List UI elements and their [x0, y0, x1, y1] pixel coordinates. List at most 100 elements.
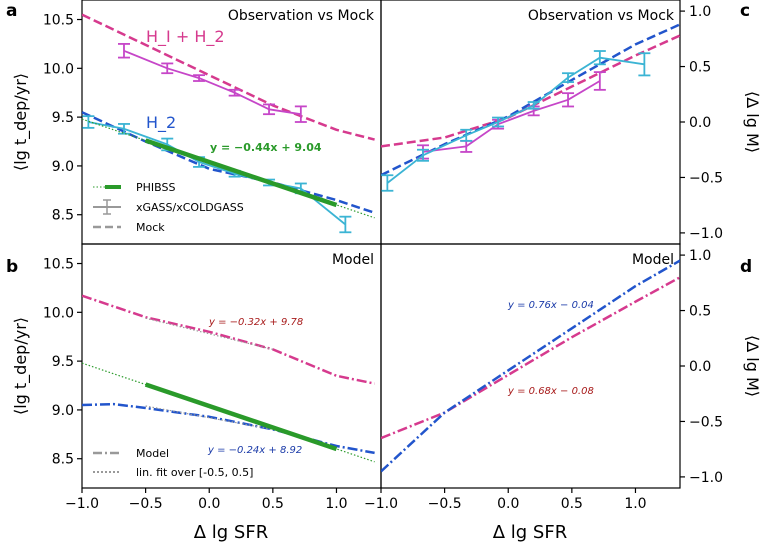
panel-a-title: Observation vs Mock [228, 8, 375, 24]
panel-letter-b: b [6, 257, 18, 277]
series-line-b-2 [82, 402, 375, 455]
panel-c-plot [381, 23, 680, 192]
ytick-label: 10.5 [43, 257, 74, 273]
panel-b-title: Model [332, 252, 374, 268]
ytick-label: 0.5 [689, 60, 711, 76]
xtick-label: −0.5 [129, 496, 163, 512]
ytick-label: 1.0 [689, 248, 711, 264]
series-line-d-1 [381, 259, 680, 473]
panel-d-frame [380, 243, 681, 489]
ytick-label: 10.0 [43, 305, 74, 321]
error-bar [193, 74, 206, 82]
error-bar [161, 62, 174, 75]
legend-phibss: PHIBSS [136, 181, 175, 194]
ytick-label: −0.5 [689, 414, 723, 430]
error-bar [460, 128, 473, 142]
ytick-label: 0.0 [689, 359, 711, 375]
ytick-label: −1.0 [689, 226, 723, 242]
xtick-label: 0.0 [198, 496, 220, 512]
legend-model: Model [136, 447, 169, 460]
error-bar [228, 88, 241, 97]
series-line-a-5 [82, 118, 375, 219]
xtick-label: −1.0 [65, 496, 99, 512]
legend-lin-fit: lin. fit over [-0.5, 0.5] [136, 466, 253, 479]
panel-d-fit-blue: y = 0.76x − 0.04 [507, 300, 594, 311]
ytick-label: 10.5 [43, 13, 74, 29]
series-line-c-0 [381, 34, 680, 148]
xtick-label: −0.5 [428, 496, 462, 512]
error-bar [381, 174, 394, 192]
series-line-b-1 [145, 317, 274, 350]
xtick-label: 0.5 [262, 496, 284, 512]
y-axis-label-b: ⟨lg t_dep/yr⟩ [11, 317, 31, 415]
error-bar [593, 50, 606, 66]
error-bar [416, 148, 429, 162]
h2-label: H_2 [146, 113, 176, 133]
error-bar [294, 105, 307, 123]
series-line-b-0 [82, 294, 375, 385]
y-axis-label-c: ⟨Δ lg M⟩ [743, 91, 762, 153]
panel-letter-a: a [6, 1, 17, 21]
ytick-label: 8.5 [52, 208, 74, 224]
ytick-label: 9.5 [52, 110, 74, 126]
xtick-label: 1.0 [624, 496, 646, 512]
hi-h2-label: H_I + H_2 [146, 27, 225, 47]
x-axis-label-left: Δ lg SFR [194, 522, 268, 543]
series-line-c-2 [422, 80, 601, 153]
panel-b-fit-blue: y = −0.24x + 8.92 [207, 445, 302, 456]
panel-d-fit-red: y = 0.68x − 0.08 [507, 386, 594, 397]
xtick-label: 0.0 [497, 496, 519, 512]
error-bar [492, 116, 505, 128]
panel-a-legend: PHIBSS xGASS/xCOLDGASS Mock [93, 181, 244, 234]
panel-a-fit-label: y = −0.44x + 9.04 [210, 141, 322, 154]
ytick-label: 1.0 [689, 4, 711, 20]
xtick-label: 1.0 [325, 496, 347, 512]
panel-letter-d: d [740, 257, 752, 277]
error-bar [562, 72, 575, 83]
legend-xgass: xGASS/xCOLDGASS [136, 201, 244, 214]
ytick-label: 9.0 [52, 403, 74, 419]
error-bar [638, 52, 651, 77]
panel-b-plot [82, 294, 375, 463]
panel-c-title: Observation vs Mock [528, 8, 675, 24]
error-bar [263, 103, 276, 116]
panel-c-frame [380, 0, 681, 245]
ytick-label: 9.5 [52, 354, 74, 370]
series-line-a-1 [123, 49, 301, 116]
y-axis-label-a: ⟨lg t_dep/yr⟩ [11, 73, 31, 171]
panel-letter-c: c [740, 1, 750, 21]
panel-b-legend: Model lin. fit over [-0.5, 0.5] [93, 447, 253, 479]
panel-a-plot [82, 13, 375, 234]
error-bar [117, 123, 130, 135]
error-bar [593, 71, 606, 91]
ytick-label: −1.0 [689, 470, 723, 486]
panel-b-fit-red: y = −0.32x + 9.78 [208, 317, 303, 328]
series-line-a-3 [88, 121, 346, 226]
series-line-b-5 [82, 362, 375, 463]
ytick-label: 10.0 [43, 61, 74, 77]
error-bar [562, 92, 575, 108]
ytick-label: 0.5 [689, 304, 711, 320]
error-bar [82, 115, 95, 129]
series-line-c-1 [381, 23, 680, 177]
xtick-label: −1.0 [364, 496, 398, 512]
y-axis-label-d: ⟨Δ lg M⟩ [743, 335, 762, 397]
x-axis-label-right: Δ lg SFR [493, 522, 567, 543]
series-line-a-0 [82, 13, 375, 141]
error-bar [339, 215, 352, 234]
series-line-b-3 [145, 405, 274, 430]
error-bar [117, 43, 130, 59]
error-bar [527, 101, 540, 110]
xtick-label: 0.5 [561, 496, 583, 512]
legend-mock: Mock [136, 221, 165, 234]
panel-d-plot [381, 259, 680, 473]
ytick-label: 0.0 [689, 115, 711, 131]
series-line-c-3 [386, 56, 645, 184]
ytick-label: 8.5 [52, 452, 74, 468]
series-line-d-0 [381, 276, 680, 440]
ytick-label: 9.0 [52, 159, 74, 175]
panel-d-title: Model [632, 252, 674, 268]
ytick-label: −0.5 [689, 170, 723, 186]
axis-ticks: 8.5 9.0 9.5 10.0 10.5 −1.0 −0.5 0.0 0.5 1.0 8.5 9.0… [43, 4, 723, 512]
